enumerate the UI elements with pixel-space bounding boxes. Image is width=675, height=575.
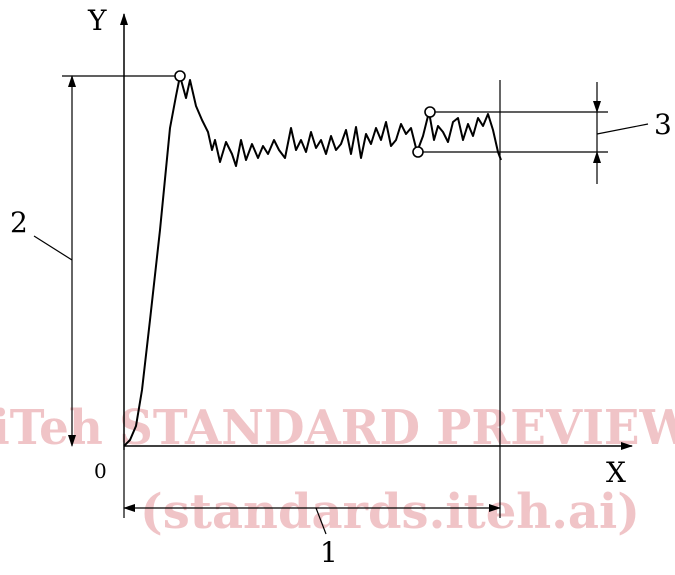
max-marker	[424, 106, 436, 118]
callout-2: 2	[10, 206, 28, 239]
callout-1: 1	[320, 536, 338, 569]
force-curve	[123, 75, 502, 447]
peak-marker	[174, 70, 186, 82]
y-axis-label: Y	[87, 4, 107, 37]
leader-1	[315, 507, 327, 535]
x-axis-label: X	[606, 456, 626, 489]
callout-3: 3	[654, 108, 672, 141]
origin-label: 0	[94, 459, 107, 483]
leader-2	[33, 235, 73, 261]
leader-3	[596, 123, 649, 135]
watermark-line-2: (standards.iteh.ai)	[140, 484, 640, 540]
watermark-line-1: iTeh STANDARD PREVIEW	[0, 400, 675, 456]
min-marker	[412, 146, 424, 158]
